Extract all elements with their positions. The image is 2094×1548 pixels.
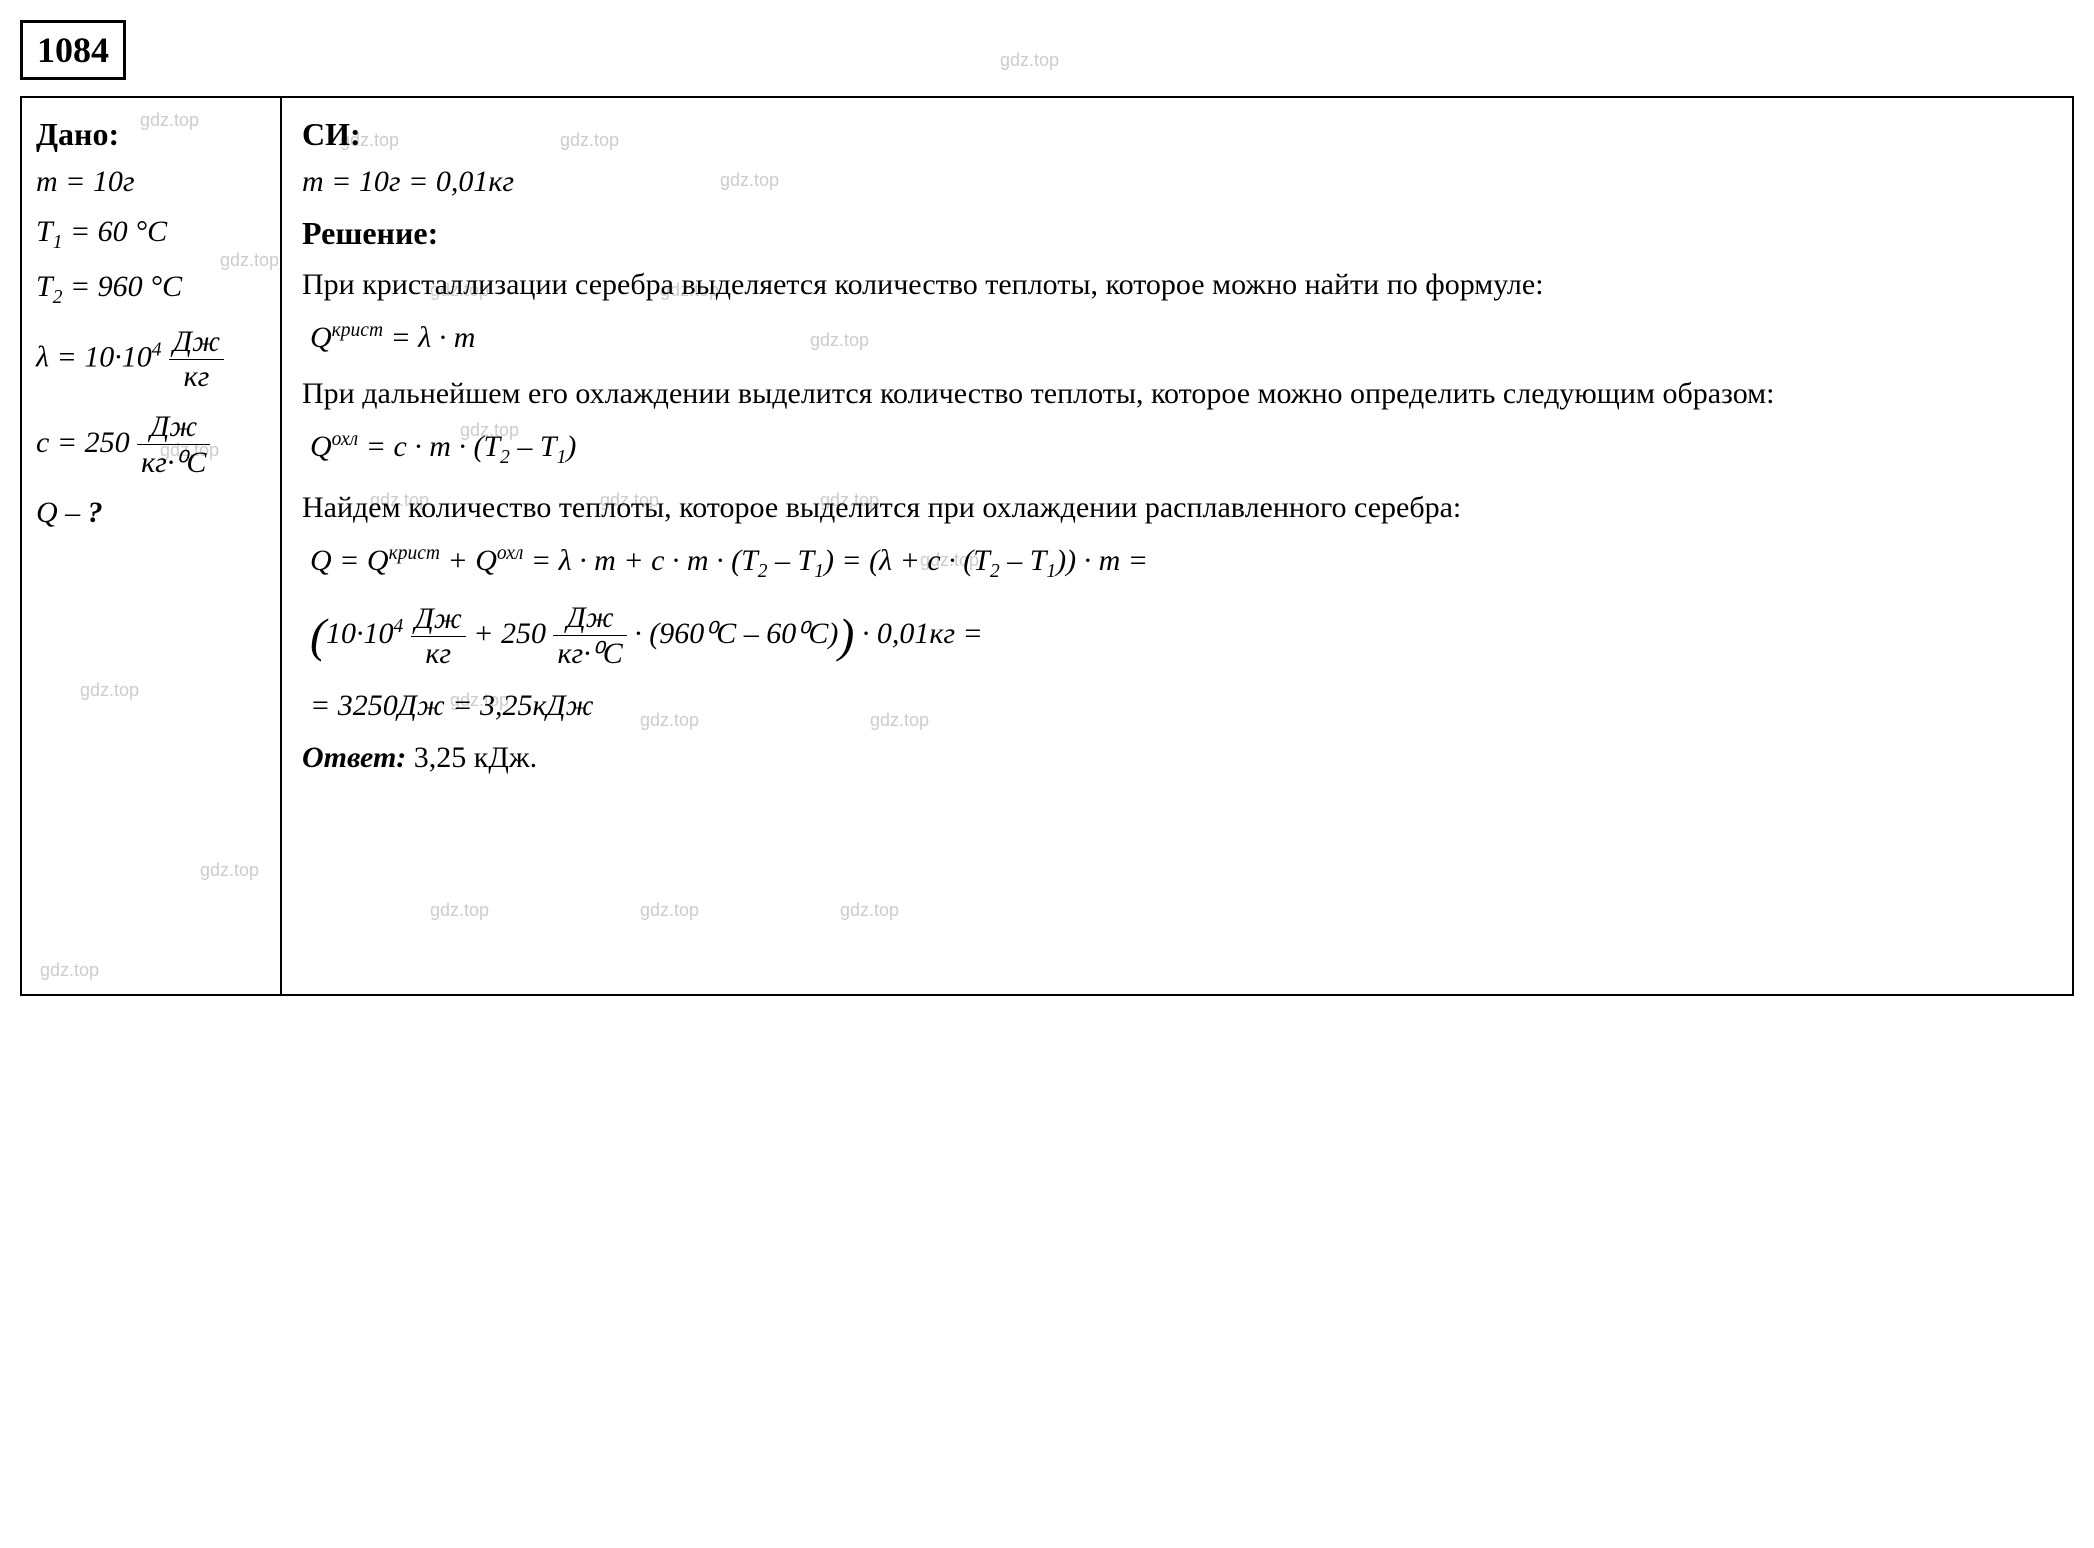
given-c: c = 250 Дж кг·⁰C [36, 410, 266, 480]
given-lambda: λ = 10·104 Дж кг [36, 325, 266, 394]
si-label: СИ: [302, 116, 2052, 153]
given-question: Q – ? [36, 496, 266, 530]
given-t2: T2 = 960 °C [36, 270, 266, 309]
solution-label: Решение: [302, 215, 2052, 252]
solution-text-2: При дальнейшем его охлаждении выделится … [302, 373, 2052, 415]
answer: Ответ: 3,25 кДж. [302, 741, 2052, 775]
problem-number: 1084 [20, 20, 126, 80]
main-container: Дано: m = 10г T1 = 60 °C T2 = 960 °C λ =… [20, 96, 2074, 996]
given-column: Дано: m = 10г T1 = 60 °C T2 = 960 °C λ =… [22, 98, 282, 994]
given-label: Дано: [36, 116, 266, 153]
given-mass: m = 10г [36, 165, 266, 199]
formula-3-line1: Q = Qкрист + Qохл = λ · m + c · m · (T2 … [310, 543, 2052, 583]
given-t1: T1 = 60 °C [36, 215, 266, 254]
si-mass: m = 10г = 0,01кг [302, 165, 2052, 199]
solution-column: СИ: m = 10г = 0,01кг Решение: При криста… [282, 98, 2072, 994]
formula-1: Qкрист = λ · m [310, 320, 2052, 355]
formula-3-result: = 3250Дж = 3,25кДж [310, 689, 2052, 723]
formula-2: Qохл = c · m · (T2 – T1) [310, 429, 2052, 469]
solution-text-1: При кристаллизации серебра выделяется ко… [302, 264, 2052, 306]
solution-text-3: Найдем количество теплоты, которое выдел… [302, 487, 2052, 529]
formula-3-line2: (10·104 Дж кг + 250 Дж кг·⁰C · (960⁰C – … [310, 601, 2052, 671]
